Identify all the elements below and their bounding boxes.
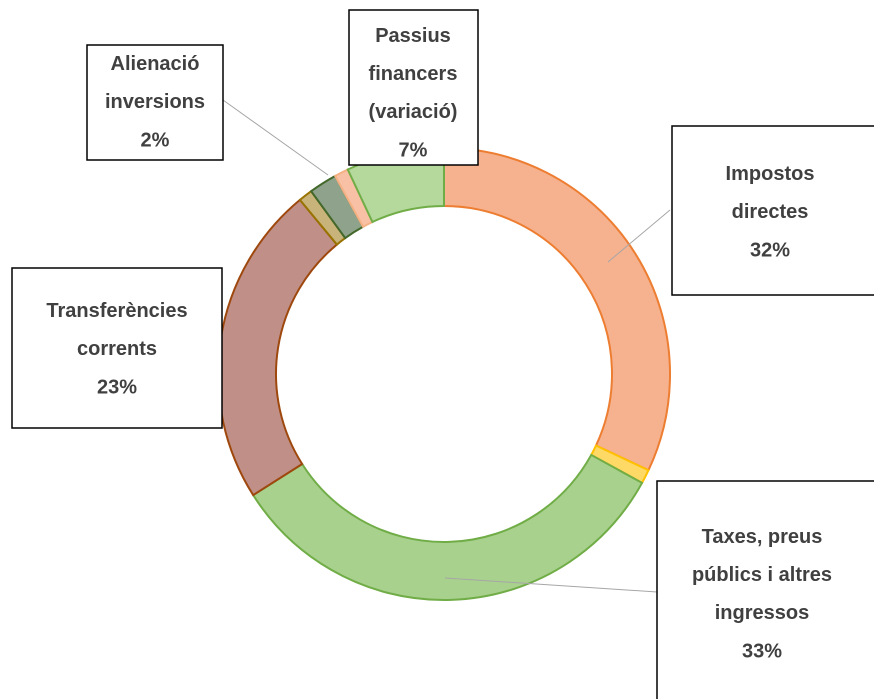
data-label-value: 33% — [742, 640, 782, 662]
data-label-value: 7% — [399, 139, 428, 161]
donut-slice — [251, 453, 644, 601]
data-label-name: Transferències corrents — [46, 300, 187, 360]
label-box — [348, 9, 479, 166]
data-label-value: 32% — [750, 239, 790, 261]
leader-line — [222, 99, 329, 176]
label-box — [656, 480, 874, 699]
donut-slice — [443, 146, 671, 472]
data-label-name: Impostos directes — [726, 163, 815, 223]
label-box — [11, 267, 223, 429]
data-label-name: Taxes, preus públics i altres ingressos — [692, 526, 832, 624]
data-label-name: Passius financers (variació) — [369, 25, 458, 123]
leader-line — [444, 577, 658, 593]
data-label-name: Alienació inversions — [105, 53, 205, 113]
data-label-value: 23% — [97, 376, 137, 398]
label-box — [86, 44, 224, 161]
leader-line — [607, 209, 671, 263]
label-box — [671, 125, 874, 296]
donut-slice — [217, 198, 339, 497]
data-label-value: 2% — [141, 129, 170, 151]
